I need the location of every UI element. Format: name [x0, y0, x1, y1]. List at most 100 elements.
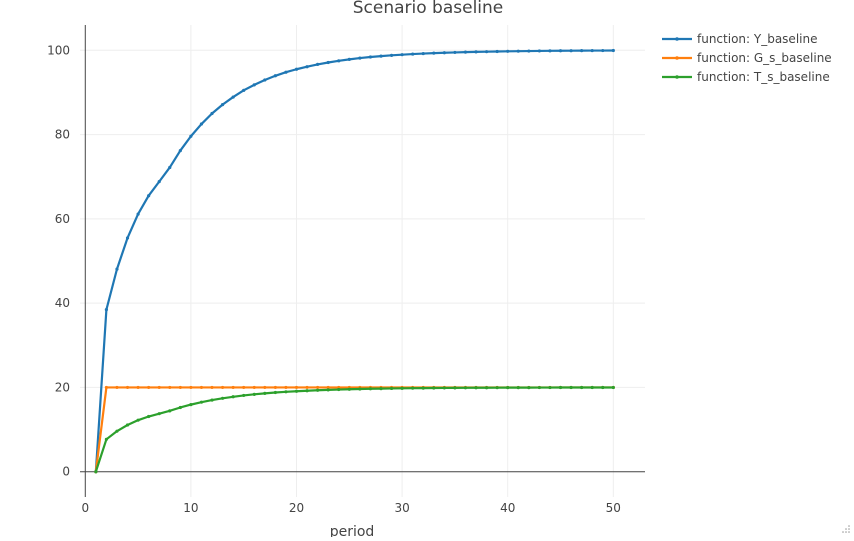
data-point[interactable] [358, 387, 362, 391]
data-point[interactable] [125, 236, 130, 240]
data-point[interactable] [157, 180, 161, 184]
data-point[interactable] [305, 65, 309, 69]
data-point[interactable] [474, 50, 478, 54]
data-point[interactable] [337, 59, 341, 63]
data-point[interactable] [252, 385, 256, 390]
data-point[interactable] [558, 385, 563, 390]
data-point[interactable] [210, 111, 214, 116]
data-point[interactable] [389, 386, 394, 391]
data-point[interactable] [104, 437, 109, 441]
data-point[interactable] [136, 385, 140, 390]
data-point[interactable] [379, 387, 383, 391]
data-point[interactable] [453, 50, 457, 55]
data-point[interactable] [147, 385, 151, 390]
data-point[interactable] [178, 405, 182, 410]
data-point[interactable] [400, 386, 404, 390]
data-point[interactable] [199, 122, 204, 126]
data-point[interactable] [316, 388, 320, 392]
data-point[interactable] [580, 385, 584, 390]
data-point[interactable] [495, 386, 499, 390]
data-point[interactable] [611, 385, 615, 390]
data-point[interactable] [147, 194, 151, 198]
data-point[interactable] [305, 385, 309, 390]
data-point[interactable] [411, 52, 415, 56]
data-point[interactable] [411, 386, 415, 390]
data-point[interactable] [199, 400, 204, 404]
data-point[interactable] [199, 385, 204, 390]
data-point[interactable] [580, 49, 584, 53]
data-point[interactable] [136, 418, 140, 422]
data-point[interactable] [231, 95, 235, 99]
data-point[interactable] [347, 57, 351, 61]
data-point[interactable] [442, 51, 446, 55]
data-point[interactable] [379, 54, 383, 58]
data-point[interactable] [432, 386, 436, 390]
data-point[interactable] [611, 48, 615, 53]
data-point[interactable] [231, 395, 235, 399]
data-point[interactable] [115, 267, 119, 271]
data-point[interactable] [326, 60, 330, 65]
data-point[interactable] [220, 385, 225, 390]
data-point[interactable] [220, 103, 225, 107]
data-point[interactable] [368, 55, 373, 59]
data-point[interactable] [569, 385, 573, 390]
data-point[interactable] [463, 50, 468, 54]
data-point[interactable] [273, 74, 277, 78]
data-point[interactable] [527, 385, 531, 390]
data-point[interactable] [242, 393, 246, 398]
data-point[interactable] [432, 51, 436, 55]
data-point[interactable] [516, 49, 520, 53]
resize-grip-icon[interactable] [842, 525, 850, 533]
data-point[interactable] [125, 385, 130, 390]
data-point[interactable] [242, 88, 246, 92]
data-point[interactable] [178, 385, 182, 390]
data-point[interactable] [316, 385, 320, 390]
data-point[interactable] [284, 70, 288, 74]
data-point[interactable] [506, 49, 510, 53]
data-point[interactable] [157, 385, 161, 390]
data-point[interactable] [189, 403, 193, 407]
data-point[interactable] [252, 392, 256, 396]
data-point[interactable] [442, 386, 446, 390]
data-point[interactable] [263, 391, 267, 395]
legend[interactable]: function: Y_baseline function: G_s_baseli… [662, 32, 832, 84]
data-point[interactable] [294, 389, 299, 393]
data-point[interactable] [453, 386, 457, 390]
data-point[interactable] [389, 53, 394, 57]
data-point[interactable] [463, 386, 468, 390]
data-point[interactable] [136, 212, 140, 216]
data-point[interactable] [527, 49, 531, 53]
data-point[interactable] [590, 48, 594, 53]
data-point[interactable] [115, 385, 119, 390]
data-point[interactable] [548, 49, 552, 53]
data-point[interactable] [294, 67, 299, 71]
data-point[interactable] [516, 385, 520, 390]
data-point[interactable] [347, 387, 351, 391]
data-point[interactable] [242, 385, 246, 390]
data-point[interactable] [495, 49, 499, 54]
data-point[interactable] [326, 388, 330, 392]
data-point[interactable] [421, 51, 425, 56]
data-point[interactable] [210, 398, 214, 402]
data-point[interactable] [284, 385, 288, 390]
data-point[interactable] [305, 389, 309, 393]
data-point[interactable] [263, 78, 267, 82]
data-point[interactable] [168, 165, 172, 170]
data-point[interactable] [601, 385, 605, 390]
data-point[interactable] [147, 414, 151, 419]
data-point[interactable] [484, 50, 489, 54]
data-point[interactable] [474, 386, 478, 390]
data-point[interactable] [558, 49, 563, 53]
legend-item-0[interactable]: function: Y_baseline [662, 32, 817, 46]
data-point[interactable] [168, 385, 172, 390]
data-point[interactable] [358, 56, 362, 60]
data-point[interactable] [421, 386, 425, 390]
data-point[interactable] [104, 385, 109, 390]
data-point[interactable] [537, 49, 541, 53]
data-point[interactable] [273, 390, 277, 395]
data-point[interactable] [263, 385, 267, 390]
data-point[interactable] [284, 390, 288, 394]
data-point[interactable] [178, 148, 182, 153]
data-point[interactable] [368, 387, 373, 391]
data-point[interactable] [189, 134, 193, 138]
